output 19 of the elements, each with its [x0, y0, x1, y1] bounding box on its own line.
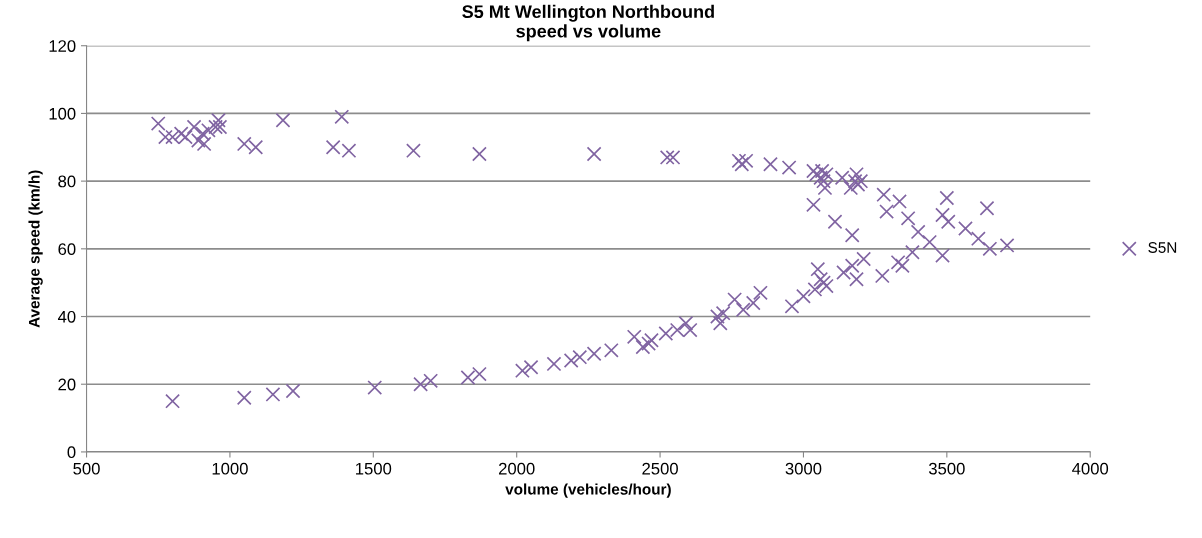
y-tick-label: 60: [58, 243, 76, 256]
x-tick-label: 2000: [498, 462, 535, 475]
x-tick-label: 500: [73, 462, 100, 475]
x-tick-label: 4000: [1072, 462, 1109, 475]
legend-label: S5N: [1148, 242, 1177, 253]
chart-title: S5 Mt Wellington Northbound speed vs volume: [462, 4, 714, 42]
y-tick-label: 100: [49, 107, 76, 120]
y-tick-label: 0: [67, 446, 76, 459]
y-axis-title: Average speed (km/h): [28, 170, 43, 328]
y-tick-label: 120: [49, 40, 76, 52]
x-tick-label: 1500: [356, 462, 392, 475]
y-tick-label: 80: [58, 175, 76, 188]
x-axis-title: volume (vehicles/hour): [505, 483, 671, 498]
y-tick-label: 20: [58, 378, 76, 391]
x-tick-label: 2500: [642, 462, 678, 475]
y-tick-label: 40: [57, 310, 76, 323]
x-tick-label: 1000: [212, 462, 248, 475]
x-tick-label: 3500: [928, 462, 965, 475]
x-tick-label: 3000: [785, 462, 822, 475]
